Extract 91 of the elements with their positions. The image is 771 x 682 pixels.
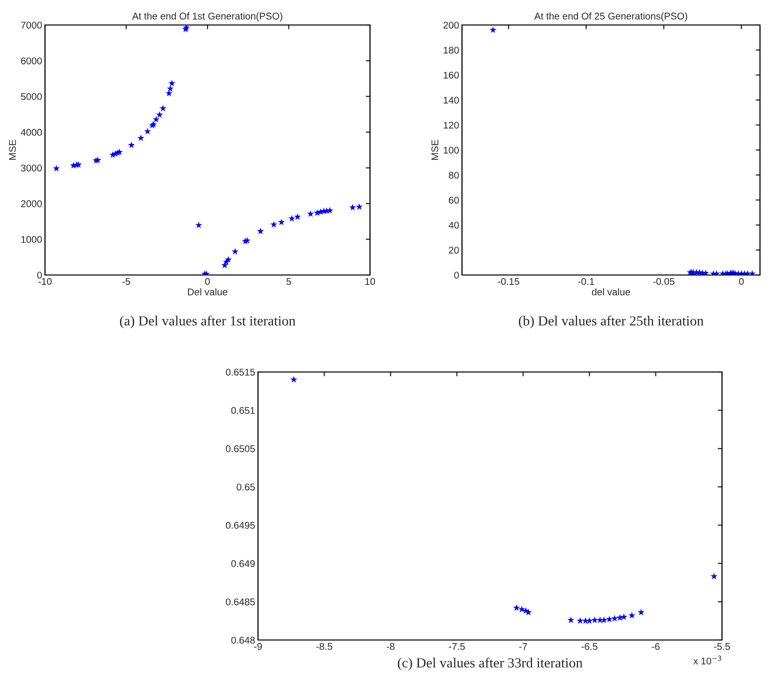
x-tick-label: -0.1 [578, 278, 594, 285]
text: x 10$^{−3}$ [693, 656, 722, 664]
chart-title: At the end Of 25 Generations(PSO) [534, 12, 688, 22]
point [586, 617, 593, 624]
point [137, 134, 144, 142]
y-tick-label: 0.65 [236, 484, 255, 490]
y-tick-label: 0.6505 [226, 445, 255, 452]
point [159, 104, 166, 112]
point [166, 85, 174, 92]
x-tick-label: -0.05 [653, 278, 674, 285]
y-tick-label: 140 [444, 96, 459, 104]
y-tick-label: 7000 [21, 22, 42, 29]
point [168, 80, 176, 86]
point [144, 128, 152, 134]
x-tick-label: -8.5 [316, 643, 332, 650]
y-tick-label: 2000 [21, 200, 42, 208]
point [156, 111, 164, 118]
point [490, 26, 497, 33]
x-tick-label: -6.5 [581, 643, 598, 650]
point [288, 214, 296, 222]
text: (c) Del values after 33rd iteration [398, 658, 583, 670]
y-tick-label: 40 [448, 222, 459, 229]
point [256, 228, 264, 234]
point [513, 604, 520, 611]
y-tick-label: 120 [444, 122, 459, 129]
y-tick-label: 0 [37, 272, 42, 279]
point [232, 248, 239, 255]
y-tick-label: 20 [448, 246, 459, 254]
x-tick-label: -9 [254, 643, 262, 650]
chart-title: At the end Of 1st Generation(PSO) [132, 12, 282, 22]
x-tick-label: 0 [739, 278, 744, 285]
y-tick-label: 0.651 [231, 407, 255, 414]
point [591, 616, 598, 624]
point [600, 616, 608, 624]
y-tick-label: 5000 [20, 93, 42, 100]
point [576, 617, 584, 624]
y-tick-label: 0.6485 [226, 598, 255, 606]
point [307, 210, 314, 217]
text: (a) Del values after 1st iteration [120, 316, 296, 328]
text: (b) Del values after 25th iteration [518, 316, 704, 328]
y-tick-label: 3000 [20, 164, 42, 172]
y-tick-label: 60 [448, 196, 459, 204]
x-tick-label: 10 [365, 278, 376, 285]
y-tick-label: 160 [444, 72, 459, 79]
x-tick-label: -10 [38, 278, 52, 285]
x-axis-title: del value [592, 288, 630, 296]
point [611, 614, 618, 622]
y-tick-label: 0.6495 [226, 522, 255, 529]
point [518, 606, 526, 612]
y-tick-label: 1000 [21, 236, 42, 243]
point [710, 572, 718, 580]
point [195, 222, 202, 228]
point [616, 614, 624, 621]
point [152, 116, 160, 122]
point [270, 220, 278, 228]
point [326, 206, 334, 214]
point [349, 204, 356, 211]
point [290, 376, 298, 383]
x-tick-label: -0.15 [498, 278, 520, 285]
y-tick-label: 6000 [21, 57, 42, 64]
point [606, 616, 613, 622]
y-tick-label: 4000 [20, 128, 42, 136]
point [628, 612, 636, 618]
x-tick-label: -5.5 [714, 643, 730, 650]
point [620, 613, 628, 620]
point [294, 213, 302, 220]
point [221, 262, 228, 268]
point [224, 256, 232, 263]
x-tick-label: -8 [386, 643, 394, 650]
x-tick-label: 5 [286, 278, 292, 285]
x-tick-label: -6 [652, 643, 660, 650]
point [278, 218, 285, 226]
y-tick-label: 0.648 [231, 636, 255, 644]
y-tick-label: 100 [444, 146, 459, 154]
y-tick-label: 0 [454, 272, 459, 279]
y-tick-label: 80 [448, 172, 459, 179]
y-tick-label: 180 [444, 46, 459, 54]
x-tick-label: -7.5 [448, 643, 465, 650]
y-tick-label: 0.6515 [226, 368, 255, 376]
x-tick-label: 0 [205, 278, 210, 285]
point [52, 164, 60, 172]
x-tick-label: -5 [122, 278, 130, 285]
x-tick-label: -7 [519, 643, 527, 650]
point [567, 616, 574, 624]
y-axis-title: MSE [9, 140, 16, 160]
y-axis-title: MSE [431, 140, 438, 160]
point [128, 141, 135, 148]
y-tick-label: 200 [443, 22, 459, 29]
point [638, 608, 645, 616]
x-axis-title: Del value [188, 288, 228, 296]
y-tick-label: 0.649 [231, 560, 255, 568]
